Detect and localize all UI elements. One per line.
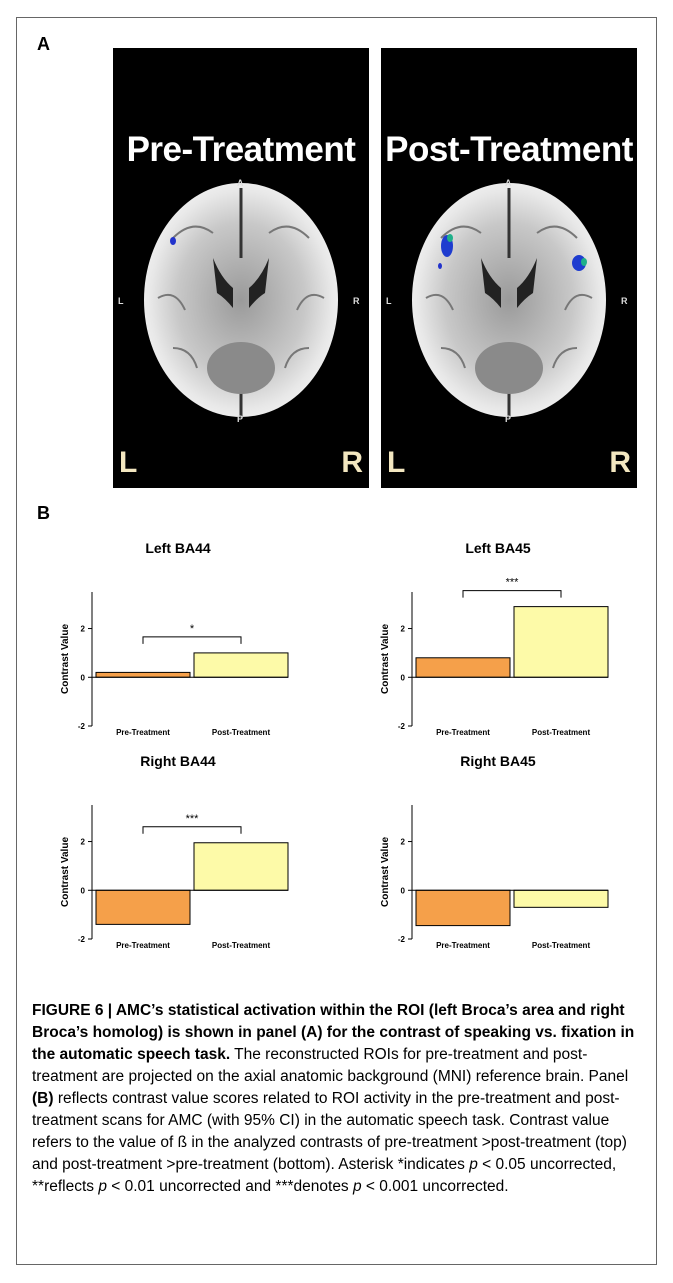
- chart-title: Right BA44: [140, 753, 216, 769]
- pre-left-big-label: L: [119, 446, 138, 479]
- caption-bold-text: AMC’s statistical activation within the …: [32, 1002, 635, 1063]
- chart-title: Right BA45: [460, 753, 536, 769]
- x-tick-label: Post-Treatment: [212, 728, 271, 737]
- x-tick-label: Pre-Treatment: [436, 941, 490, 950]
- y-tick-label: -2: [398, 722, 406, 731]
- chart-svg: 2 0 -2 Contrast Value Pre-Treatment Post-Trea…: [60, 805, 289, 950]
- caption-text-2: reflects contrast value scores related t…: [32, 1090, 627, 1173]
- y-axis-label: Contrast Value: [380, 624, 391, 694]
- bar: [415, 889, 511, 927]
- p-symbol-1: p: [469, 1156, 478, 1173]
- pre-posterior-label: P: [237, 414, 244, 424]
- p-symbol-3: p: [353, 1178, 362, 1195]
- bar: [193, 842, 289, 891]
- significance-label: ***: [506, 577, 520, 589]
- chart-right-ba44: Right BA44 2 0 -2 Contrast Value Pre-Treatme…: [56, 753, 300, 953]
- chart-svg: 2 0 -2 Contrast Value Pre-Treatment Post-Trea…: [60, 592, 289, 737]
- chart-left-ba45: Left BA45 2 0 -2 Contrast Value Pre-Treatmen…: [376, 540, 620, 740]
- x-tick-label: Pre-Treatment: [116, 941, 170, 950]
- bar: [415, 657, 511, 678]
- chart-title: Left BA45: [465, 540, 531, 556]
- caption-text-3: < 0.05 uncorrected, **reflects: [32, 1156, 617, 1195]
- caption-text-5: < 0.001 uncorrected.: [361, 1178, 509, 1195]
- chart-svg: 2 0 -2 Contrast Value Pre-Treatment Post-Trea…: [380, 577, 609, 737]
- y-tick-label: -2: [398, 935, 406, 944]
- post-posterior-label: P: [505, 414, 512, 424]
- y-tick-label: 0: [81, 673, 86, 682]
- bar: [193, 652, 289, 678]
- y-tick-label: 2: [81, 625, 86, 634]
- pre-anterior-label: A: [237, 178, 244, 188]
- bar: [513, 606, 609, 678]
- post-treatment-brain-image: [412, 183, 606, 418]
- significance-bracket: [462, 590, 562, 598]
- bar: [513, 889, 609, 908]
- x-tick-label: Pre-Treatment: [436, 728, 490, 737]
- y-axis-label: Contrast Value: [380, 837, 391, 907]
- post-right-small-label: R: [621, 296, 628, 306]
- post-right-big-label: R: [609, 446, 631, 479]
- figure-frame: [16, 17, 657, 1265]
- pre-right-small-label: R: [353, 296, 360, 306]
- x-tick-label: Post-Treatment: [532, 941, 591, 950]
- y-axis-label: Contrast Value: [60, 837, 71, 907]
- post-left-small-label: L: [386, 296, 392, 306]
- y-tick-label: -2: [78, 722, 86, 731]
- x-tick-label: Post-Treatment: [212, 941, 271, 950]
- panel-b-label: B: [37, 503, 50, 523]
- post-anterior-label: A: [505, 178, 512, 188]
- caption-text-1: The reconstructed ROIs for pre-treatment…: [32, 1046, 629, 1085]
- caption-text-4: < 0.01 uncorrected and ***denotes: [106, 1178, 353, 1195]
- x-tick-label: Pre-Treatment: [116, 728, 170, 737]
- figure-label: FIGURE 6 |: [32, 1002, 116, 1019]
- post-left-big-label: L: [387, 446, 406, 479]
- significance-label: *: [190, 623, 195, 635]
- y-axis-label: Contrast Value: [60, 624, 71, 694]
- y-tick-label: -2: [78, 935, 86, 944]
- bar: [95, 889, 191, 925]
- chart-left-ba44: Left BA44 2 0 -2 Contrast Value Pre-Treatmen…: [56, 540, 300, 740]
- significance-bracket: [142, 826, 242, 834]
- p-symbol-2: p: [98, 1178, 107, 1195]
- pre-left-small-label: L: [118, 296, 124, 306]
- pre-treatment-brain-panel: Pre-Treatment A P L R L R: [113, 48, 369, 488]
- panel-a-label: A: [37, 34, 50, 54]
- y-tick-label: 0: [401, 886, 406, 895]
- y-tick-label: 2: [401, 625, 406, 634]
- y-tick-label: 0: [401, 673, 406, 682]
- y-tick-label: 2: [81, 838, 86, 847]
- pre-treatment-brain-image: [144, 183, 338, 418]
- significance-bracket: [142, 636, 242, 644]
- y-tick-label: 0: [81, 886, 86, 895]
- pre-treatment-title: Pre-Treatment: [126, 130, 356, 169]
- chart-title: Left BA44: [145, 540, 211, 556]
- panel-b-reference: (B): [32, 1090, 54, 1107]
- post-treatment-brain-panel: Post-Treatment A P L R L R: [381, 48, 637, 488]
- significance-label: ***: [186, 813, 200, 825]
- pre-right-big-label: R: [341, 446, 363, 479]
- chart-svg: 2 0 -2 Contrast Value Pre-Treatment Post-Trea…: [380, 805, 609, 950]
- y-tick-label: 2: [401, 838, 406, 847]
- figure-caption: FIGURE 6 | AMC’s statistical activation …: [32, 1000, 644, 1198]
- x-tick-label: Post-Treatment: [532, 728, 591, 737]
- bar: [95, 671, 191, 678]
- post-treatment-title: Post-Treatment: [385, 130, 633, 169]
- chart-right-ba45: Right BA45 2 0 -2 Contrast Value Pre-Treatme…: [376, 753, 620, 953]
